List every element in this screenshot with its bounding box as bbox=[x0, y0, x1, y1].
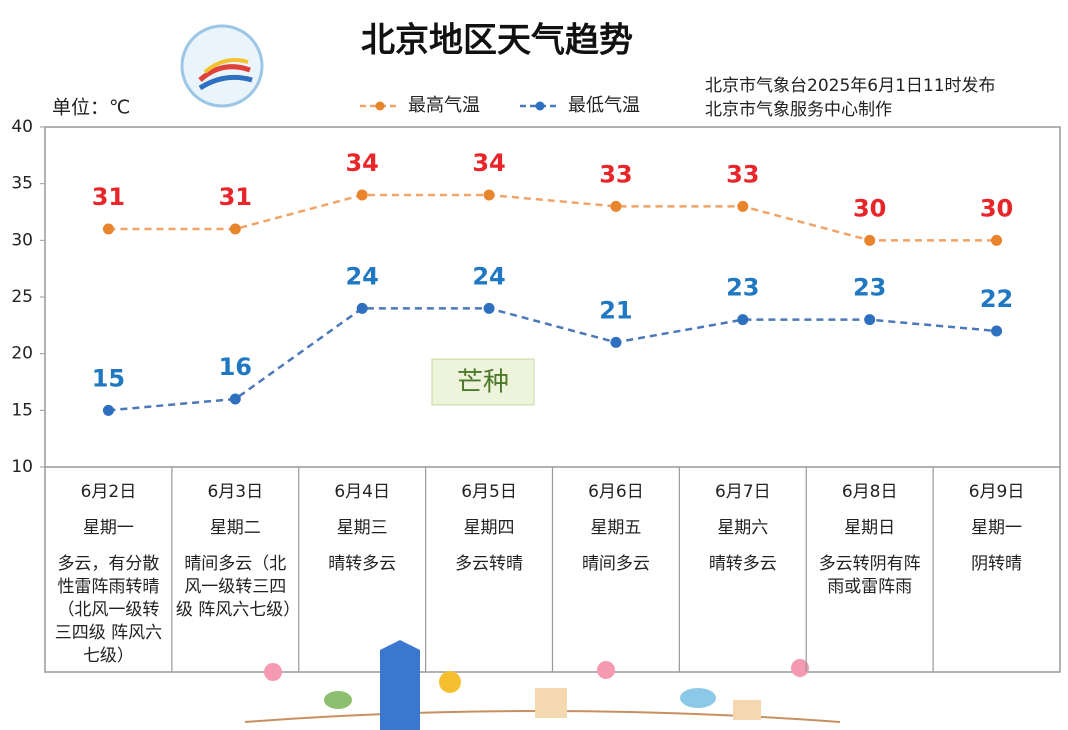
point bbox=[737, 200, 749, 212]
point bbox=[864, 314, 876, 326]
weekday: 星期二 bbox=[209, 518, 261, 538]
data-label: 16 bbox=[219, 353, 252, 381]
data-label: 31 bbox=[92, 183, 125, 211]
weather: 多云，有分散性雷阵雨转晴（北风一级转三四级 阵风六七级） bbox=[54, 554, 163, 666]
mushroom bbox=[324, 691, 352, 709]
source: 北京市气象服务中心制作 bbox=[705, 100, 892, 120]
point bbox=[102, 404, 114, 416]
y-tick-label: 15 bbox=[11, 400, 33, 420]
weather: 多云转晴 bbox=[455, 554, 524, 574]
flower bbox=[439, 671, 461, 693]
weather: 晴间多云 bbox=[581, 554, 650, 574]
annotation: 芒种 bbox=[457, 368, 509, 398]
data-label: 23 bbox=[853, 274, 886, 302]
data-label: 22 bbox=[980, 285, 1013, 313]
data-label: 34 bbox=[472, 149, 505, 177]
date: 6月7日 bbox=[714, 482, 771, 502]
series-line bbox=[108, 193, 997, 242]
date: 6月4日 bbox=[334, 482, 390, 502]
point bbox=[483, 189, 495, 201]
mushroom bbox=[680, 688, 716, 708]
data-label: 21 bbox=[599, 296, 632, 324]
data-label: 30 bbox=[980, 194, 1013, 222]
data-label: 30 bbox=[853, 194, 886, 222]
data-label: 24 bbox=[345, 262, 378, 290]
point bbox=[229, 223, 241, 235]
weekday: 星期五 bbox=[590, 518, 642, 538]
legend-label: 最低气温 bbox=[568, 95, 640, 116]
date: 6月6日 bbox=[588, 482, 644, 502]
y-tick-label: 10 bbox=[11, 457, 33, 477]
point bbox=[864, 234, 876, 246]
weekday: 星期四 bbox=[463, 518, 515, 538]
legend-marker bbox=[375, 101, 385, 111]
flower bbox=[597, 661, 615, 679]
y-tick-label: 20 bbox=[11, 344, 33, 364]
date: 6月5日 bbox=[461, 482, 517, 502]
data-label: 33 bbox=[726, 160, 759, 188]
data-label: 23 bbox=[726, 274, 759, 302]
weekday: 星期日 bbox=[844, 518, 896, 538]
date: 6月3日 bbox=[207, 482, 264, 502]
chart-title: 北京地区天气趋势 bbox=[361, 21, 633, 61]
logo-stripe bbox=[203, 58, 249, 74]
point bbox=[610, 200, 622, 212]
decoration bbox=[244, 640, 841, 730]
source: 北京市气象台2025年6月1日11时发布 bbox=[705, 76, 996, 96]
y-tick-label: 40 bbox=[11, 117, 33, 137]
y-tick-label: 35 bbox=[11, 174, 33, 194]
point bbox=[610, 336, 622, 348]
point bbox=[991, 325, 1003, 337]
point bbox=[229, 393, 241, 405]
weather: 晴间多云（北风一级转三四级 阵风六七级） bbox=[175, 554, 301, 620]
data-label: 34 bbox=[345, 149, 378, 177]
date: 6月9日 bbox=[968, 482, 1025, 502]
pencil bbox=[380, 640, 420, 730]
data-label: 15 bbox=[92, 364, 125, 392]
weather: 阴转晴 bbox=[971, 554, 1023, 574]
logo-stripe bbox=[198, 64, 251, 82]
point bbox=[102, 223, 114, 235]
point bbox=[737, 314, 749, 326]
data-label: 24 bbox=[472, 262, 505, 290]
weather: 晴转多云 bbox=[328, 554, 397, 574]
logo-stripe bbox=[198, 74, 253, 91]
weather: 晴转多云 bbox=[708, 554, 777, 574]
point bbox=[356, 189, 368, 201]
point bbox=[483, 302, 495, 314]
house bbox=[535, 688, 567, 718]
data-label: 31 bbox=[219, 183, 252, 211]
weekday: 星期一 bbox=[971, 518, 1023, 538]
house bbox=[733, 700, 761, 720]
y-tick-label: 30 bbox=[11, 230, 33, 250]
weather: 多云转阴有阵雨或雷阵雨 bbox=[818, 554, 921, 597]
flower bbox=[264, 663, 282, 681]
date: 6月2日 bbox=[80, 482, 137, 502]
unit-label: 单位：℃ bbox=[52, 97, 130, 119]
date: 6月8日 bbox=[841, 482, 898, 502]
weekday: 星期六 bbox=[717, 518, 769, 538]
weekday: 星期一 bbox=[82, 518, 134, 538]
data-label: 33 bbox=[599, 160, 632, 188]
annotation-box bbox=[431, 358, 535, 406]
point bbox=[356, 302, 368, 314]
legend-marker bbox=[535, 101, 545, 111]
y-tick-label: 25 bbox=[11, 287, 33, 307]
weekday: 星期三 bbox=[336, 518, 388, 538]
point bbox=[991, 234, 1003, 246]
legend-label: 最高气温 bbox=[408, 95, 480, 116]
flower bbox=[791, 659, 809, 677]
